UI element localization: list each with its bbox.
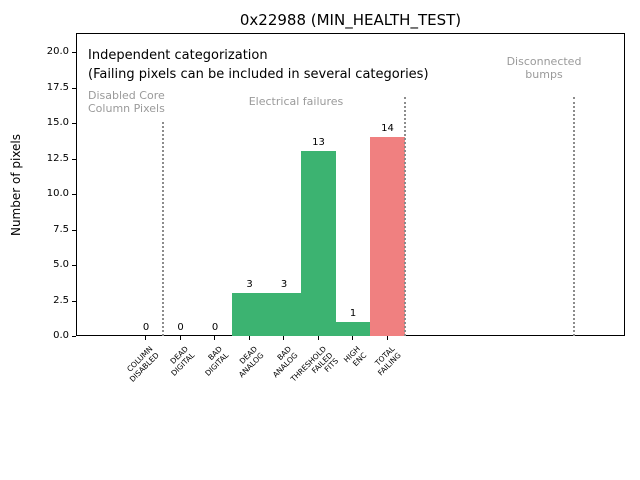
x-tick-label: TOTAL FAILING	[373, 344, 403, 378]
bar-value-label: 0	[211, 322, 219, 333]
bar-total-failing	[370, 137, 405, 336]
bar-bad-analog	[266, 293, 302, 336]
x-tick-mark	[145, 336, 146, 340]
x-tick-mark	[352, 336, 353, 340]
chart-title: 0x22988 (MIN_HEALTH_TEST)	[239, 11, 462, 29]
bar-value-label: 13	[312, 137, 325, 148]
y-tick-mark	[72, 88, 76, 89]
bar-high-enc	[335, 322, 371, 336]
bar-dead-analog	[232, 293, 267, 336]
y-tick-mark	[72, 230, 76, 231]
y-tick-label: 5.0	[53, 259, 69, 270]
x-tick-label: BAD DIGITAL	[202, 344, 230, 378]
category-separator	[403, 97, 406, 336]
annotation-independent-categorization: Independent categorization	[88, 48, 268, 63]
category-separator	[162, 122, 165, 336]
y-tick-label: 2.5	[53, 295, 69, 306]
bar-threshold-failed-fits	[301, 151, 336, 336]
category-separator	[572, 97, 575, 336]
x-tick-mark	[318, 336, 319, 340]
y-tick-label: 10.0	[46, 188, 69, 199]
y-tick-label: 17.5	[46, 82, 69, 93]
bar-value-label: 0	[177, 322, 184, 333]
x-tick-mark	[387, 336, 388, 340]
y-tick-mark	[72, 123, 76, 124]
annotation-disabled-core-column-pixels: Disabled Core Column Pixels	[88, 89, 165, 115]
bar-value-label: 3	[246, 279, 253, 290]
x-tick-label: DEAD ANALOG	[236, 344, 265, 379]
y-tick-label: 0.0	[53, 330, 69, 341]
x-tick-label: HIGH ENC	[341, 344, 368, 368]
bar-value-label: 3	[280, 279, 288, 290]
y-tick-mark	[72, 194, 76, 195]
x-tick-mark	[180, 336, 181, 340]
bar-value-label: 0	[142, 322, 150, 333]
x-tick-mark	[214, 336, 215, 340]
y-tick-mark	[72, 52, 76, 53]
y-tick-label: 15.0	[46, 117, 69, 128]
x-tick-mark	[249, 336, 250, 340]
bar-value-label: 14	[381, 123, 394, 134]
y-tick-mark	[72, 159, 76, 160]
annotation-electrical-failures: Electrical failures	[248, 95, 344, 108]
y-tick-mark	[72, 265, 76, 266]
y-axis-label-text: Number of pixels	[9, 133, 23, 237]
y-tick-label: 7.5	[53, 224, 69, 235]
annotation-disconnected-bumps: Disconnected bumps	[506, 55, 582, 81]
annotation-failing-pixels-note: (Failing pixels can be included in sever…	[88, 67, 429, 82]
x-tick-label: DEAD DIGITAL	[168, 344, 196, 378]
x-tick-mark	[283, 336, 284, 340]
plot-area: 0 0 0 3 3 13 1 14 Independent categorization (Fai…	[76, 33, 625, 336]
bar-value-label: 1	[349, 308, 357, 319]
x-tick-label: COLUMN DISABLED	[125, 344, 161, 384]
y-tick-mark	[72, 336, 76, 337]
y-tick-label: 12.5	[46, 153, 69, 164]
y-tick-mark	[72, 301, 76, 302]
y-tick-label: 20.0	[46, 46, 69, 57]
